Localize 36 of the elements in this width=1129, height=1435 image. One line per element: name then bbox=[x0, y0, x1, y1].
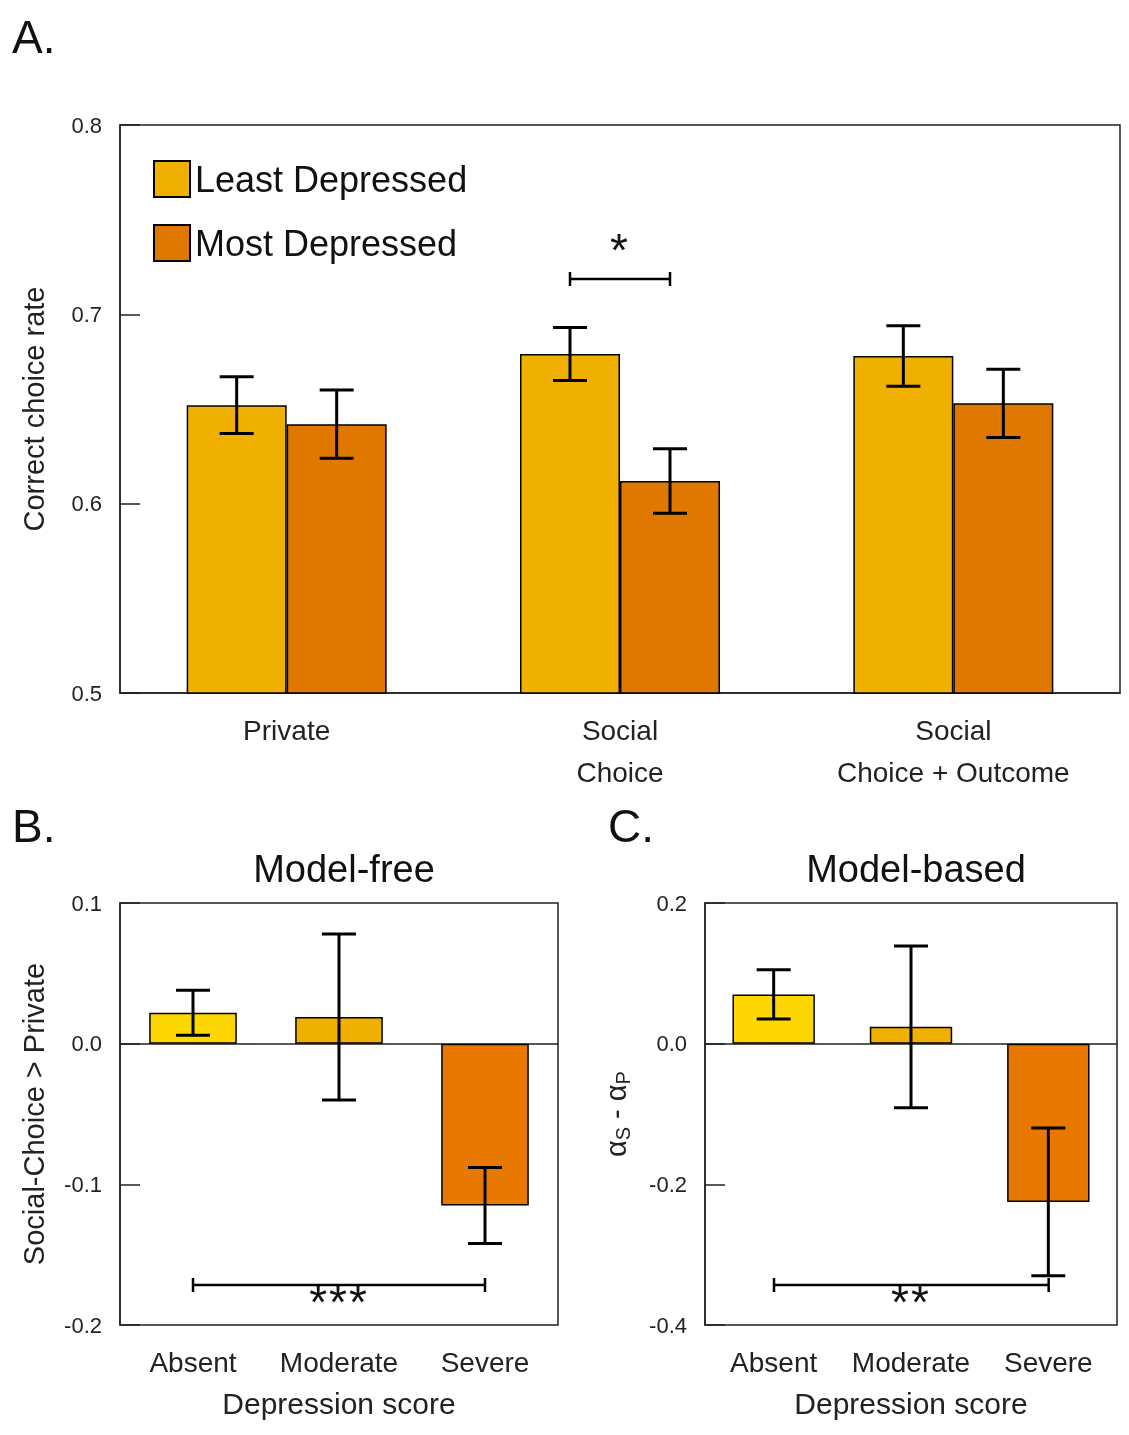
x-tick-label: Social Choice + Outcome bbox=[837, 714, 1070, 788]
legend-label: Least Depressed bbox=[195, 158, 468, 200]
x-tick-label: Private bbox=[243, 714, 331, 746]
legend-label: Most Depressed bbox=[195, 222, 458, 264]
annotation: ** bbox=[890, 1276, 932, 1329]
x-tick-label: Absent bbox=[730, 1346, 818, 1378]
x-tick-label: Social Choice bbox=[576, 714, 664, 788]
x-axis-title: Depression score bbox=[222, 1386, 456, 1420]
y-tick-label: -0.2 bbox=[64, 1312, 102, 1338]
y-axis-title: αS - αP bbox=[600, 1071, 634, 1158]
text: A. bbox=[12, 11, 56, 63]
y-tick-label: 0.0 bbox=[656, 1031, 687, 1057]
y-tick-label: 0.7 bbox=[71, 301, 102, 327]
y-tick-label: 0.0 bbox=[71, 1031, 102, 1057]
y-tick-label: 0.5 bbox=[71, 680, 102, 706]
y-tick-label: 0.1 bbox=[71, 890, 102, 916]
y-axis-title: Social-Choice > Private bbox=[17, 962, 50, 1266]
y-tick-label: 0.2 bbox=[656, 890, 687, 916]
x-axis-title: Depression score bbox=[794, 1386, 1028, 1420]
x-tick-label: Absent bbox=[149, 1346, 237, 1378]
annotation: *** bbox=[308, 1276, 370, 1329]
chart-title: Model-based bbox=[806, 848, 1026, 890]
x-tick-label: Severe bbox=[440, 1346, 530, 1378]
y-tick-label: -0.4 bbox=[649, 1312, 687, 1338]
y-tick-label: -0.2 bbox=[649, 1171, 687, 1197]
annotation: * bbox=[609, 224, 631, 277]
x-tick-label: Moderate bbox=[279, 1346, 399, 1378]
chart-title: Model-free bbox=[253, 848, 435, 890]
x-tick-label: Severe bbox=[1003, 1346, 1093, 1378]
text: C. bbox=[608, 800, 654, 852]
text: B. bbox=[12, 800, 56, 852]
y-axis-title: Correct choice rate bbox=[17, 286, 50, 532]
y-tick-label: 0.6 bbox=[71, 491, 102, 517]
x-tick-label: Moderate bbox=[851, 1346, 971, 1378]
y-tick-label: -0.1 bbox=[64, 1171, 102, 1197]
y-tick-label: 0.8 bbox=[71, 112, 102, 138]
